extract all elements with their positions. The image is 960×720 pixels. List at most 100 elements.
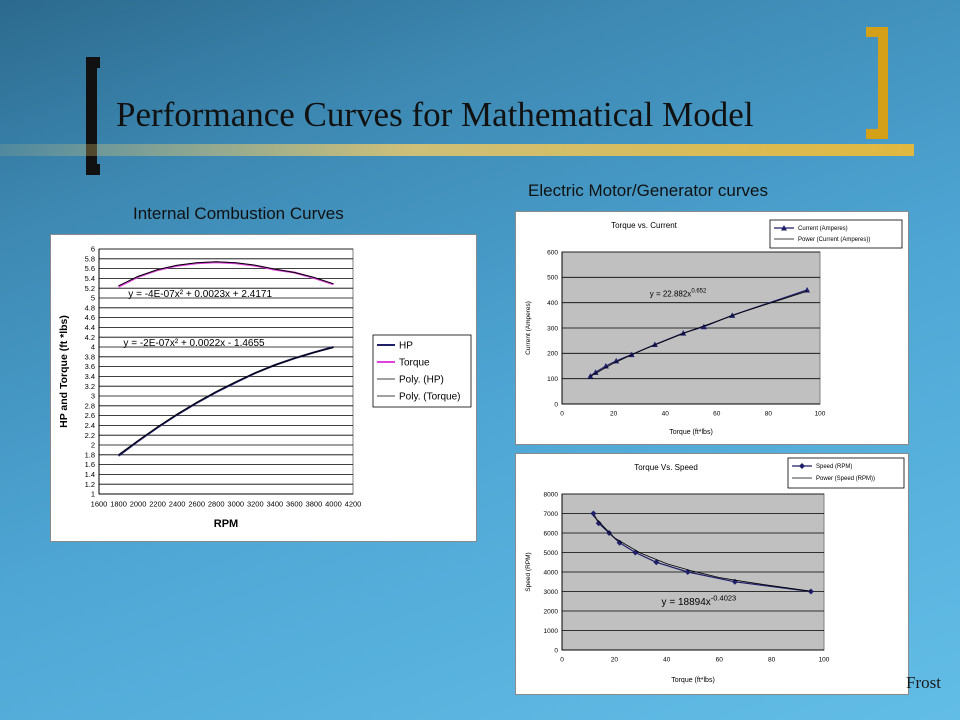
x-tick-label: 60	[713, 411, 721, 418]
x-tick-label: 60	[716, 657, 724, 664]
x-tick-label: 1800	[110, 500, 127, 509]
slide-title: Performance Curves for Mathematical Mode…	[116, 95, 754, 134]
data-point	[807, 588, 814, 595]
y-tick-label: 0	[554, 401, 558, 408]
y-tick-label: 2000	[544, 608, 559, 615]
legend-label: Current (Amperes)	[798, 226, 848, 232]
y-tick-label: 2.6	[85, 411, 95, 420]
subtitle-internal-combustion: Internal Combustion Curves	[133, 204, 344, 223]
x-tick-label: 100	[819, 657, 830, 664]
right-bracket-decoration	[866, 27, 888, 139]
trendline-equation: y = -4E-07x² + 0.0023x + 2.4171	[128, 289, 272, 300]
equation-exponent: -0.4023	[711, 594, 736, 603]
x-tick-label: 3200	[247, 500, 264, 509]
subtitle-electric-motor: Electric Motor/Generator curves	[528, 181, 768, 200]
chart-title: Torque vs. Current	[611, 221, 678, 230]
y-tick-label: 2.4	[85, 421, 95, 430]
y-tick-label: 300	[547, 325, 558, 332]
y-tick-label: 3.2	[85, 382, 95, 391]
x-axis-label: Torque (ft*lbs)	[669, 429, 713, 436]
legend-marker	[781, 225, 787, 231]
legend-label: HP	[399, 341, 413, 352]
legend-marker	[799, 463, 805, 469]
y-tick-label: 7000	[544, 511, 559, 518]
y-axis-label: Speed (RPM)	[525, 552, 532, 591]
data-point	[613, 357, 620, 364]
y-tick-label: 1	[91, 490, 95, 499]
x-tick-label: 40	[662, 411, 670, 418]
y-tick-label: 4.6	[85, 313, 95, 322]
chart-title: Torque Vs. Speed	[634, 463, 698, 472]
legend-label: Power (Speed (RPM))	[816, 476, 875, 482]
legend-box	[769, 219, 903, 249]
x-tick-label: 100	[815, 411, 826, 418]
y-tick-label: 3.4	[85, 372, 95, 381]
series-line	[593, 515, 811, 592]
torque-speed-chart-svg: 0 1000 2000 3000 4000 5000 6000 7000 8000 0 20 40 60…	[525, 457, 905, 684]
data-point	[653, 559, 660, 566]
x-tick-label: 1600	[91, 500, 108, 509]
y-tick-label: 5.8	[85, 254, 95, 263]
y-tick-label: 3.6	[85, 362, 95, 371]
y-tick-label: 600	[547, 249, 558, 256]
data-point	[587, 373, 594, 379]
y-axis-label: HP and Torque (ft *lbs)	[58, 315, 70, 428]
legend-box	[372, 334, 472, 408]
y-tick-label: 2.8	[85, 401, 95, 410]
data-point	[595, 520, 602, 527]
y-tick-label: 5	[91, 294, 95, 303]
y-tick-label: 4000	[544, 569, 559, 576]
x-tick-label: 80	[765, 411, 773, 418]
y-tick-label: 5000	[544, 550, 559, 557]
y-tick-label: 4	[91, 343, 95, 352]
y-axis-label: Current (Amperes)	[525, 301, 532, 355]
ic-chart: 1 1.2 1.4 1.6 1.8 2 2.2 2.4 2.6 2.8 3 3.2 3.4 3.6 3.8 4…	[50, 234, 477, 542]
series-line	[590, 290, 808, 377]
y-tick-label: 1.2	[85, 480, 95, 489]
torque-current-chart: 0 100 200 300 400 500 600 0 20 40 60 80 100 Torque (f…	[515, 211, 909, 445]
y-tick-label: 4.8	[85, 303, 95, 312]
legend-label: Poly. (HP)	[399, 375, 444, 386]
x-tick-label: 3600	[286, 500, 303, 509]
x-tick-label: 2800	[208, 500, 225, 509]
y-tick-label: 5.4	[85, 274, 95, 283]
y-tick-label: 500	[547, 275, 558, 282]
data-point	[616, 539, 623, 546]
plot-area	[98, 248, 354, 495]
x-tick-label: 40	[663, 657, 671, 664]
y-tick-label: 1.8	[85, 450, 95, 459]
footer-author: Frost	[906, 673, 941, 692]
y-tick-label: 3000	[544, 589, 559, 596]
x-tick-label: 2200	[149, 500, 166, 509]
legend-label: Speed (RPM)	[816, 464, 852, 470]
series-line	[118, 347, 334, 456]
data-point	[590, 510, 597, 517]
y-tick-label: 2	[91, 441, 95, 450]
x-tick-label: 20	[611, 657, 619, 664]
y-tick-label: 4.2	[85, 333, 95, 342]
y-tick-label: 100	[547, 376, 558, 383]
y-tick-label: 3	[91, 392, 95, 401]
y-tick-label: 1.6	[85, 460, 95, 469]
torque-current-chart-svg: 0 100 200 300 400 500 600 0 20 40 60 80 100 Torque (f…	[525, 219, 903, 436]
y-tick-label: 0	[554, 647, 558, 654]
equation-exponent: 0.652	[691, 289, 707, 295]
x-tick-label: 2000	[130, 500, 147, 509]
trendline-equation: y = 22.882x0.652	[650, 289, 707, 299]
x-tick-label: 2600	[188, 500, 205, 509]
x-axis-label: Torque (ft*lbs)	[671, 677, 715, 684]
x-tick-label: 3000	[227, 500, 244, 509]
data-point	[592, 369, 599, 375]
trendline-equation: y = -2E-07x² + 0.0022x - 1.4655	[123, 338, 265, 349]
data-point	[804, 287, 811, 293]
x-tick-label: 2400	[169, 500, 186, 509]
y-tick-label: 6	[91, 245, 95, 254]
data-point	[700, 323, 707, 330]
y-tick-label: 400	[547, 300, 558, 307]
x-tick-label: 80	[768, 657, 776, 664]
y-tick-label: 5.2	[85, 284, 95, 293]
y-tick-label: 5.6	[85, 264, 95, 273]
y-tick-label: 6000	[544, 530, 559, 537]
legend-label: Torque	[399, 358, 430, 369]
torque-speed-chart: 0 1000 2000 3000 4000 5000 6000 7000 8000 0 20 40 60…	[515, 453, 909, 695]
